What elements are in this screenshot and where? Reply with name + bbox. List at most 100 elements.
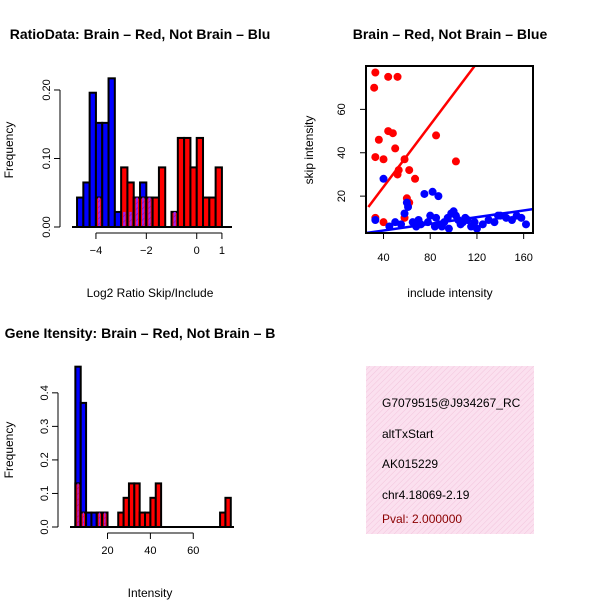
scatter-x-label: include intensity	[407, 286, 492, 300]
scatter-point-brain	[379, 155, 388, 164]
intensity-title: Gene Itensity: Brain – Red, Not Brain – …	[5, 325, 276, 341]
ratio-bar-overlap	[97, 197, 101, 227]
scatter-x-axis: 40 80 120 160	[377, 233, 533, 264]
ratio-bar-not-brain	[107, 77, 116, 229]
info-event-type: altTxStart	[382, 427, 434, 441]
int-y-tick-label: 0.2	[39, 452, 51, 467]
scatter-fit-lines	[365, 66, 533, 233]
scatter-point-not-brain	[472, 224, 481, 233]
scatter-y-axis: 20 40 60	[336, 103, 366, 202]
scatter-point-brain	[400, 155, 409, 164]
scatter-point-brain	[371, 153, 380, 162]
info-pval: Pval: 2.000000	[382, 512, 462, 526]
ratio-y-tick-label: 0.20	[41, 79, 53, 100]
int-x-tick-label: 40	[144, 545, 156, 557]
scatter-point-brain	[379, 218, 388, 227]
info-background	[366, 366, 534, 534]
ratio-bar-overlap	[142, 197, 145, 227]
ratio-bar-overlap	[129, 211, 132, 227]
scatter-point-not-brain	[478, 220, 487, 229]
intensity-bars	[74, 365, 232, 529]
ratio-bar-overlap	[173, 211, 176, 227]
scatter-point-not-brain	[371, 215, 380, 224]
ratio-x-label: Log2 Ratio Skip/Include	[87, 286, 214, 300]
intensity-y-label: Frequency	[2, 422, 16, 479]
intensity-x-axis: 20 40 60	[101, 532, 199, 557]
int-y-tick-label: 0.4	[39, 385, 51, 400]
scatter-point-not-brain	[404, 202, 413, 211]
intensity-histogram: Gene Itensity: Brain – Red, Not Brain – …	[2, 325, 275, 600]
int-bar-overlap	[104, 512, 106, 527]
ratio-bars	[76, 77, 223, 229]
ratio-x-tick-label: −2	[140, 245, 153, 257]
scatter-point-not-brain	[379, 174, 388, 183]
scatter-point-not-brain	[517, 213, 526, 222]
ratio-bar-overlap	[123, 211, 126, 227]
scatter-y-tick-label: 20	[336, 190, 348, 202]
scatter-point-brain	[388, 129, 397, 138]
scatter-frame	[365, 65, 534, 234]
info-gene-id: G7079515@J934267_RC	[382, 396, 521, 410]
int-bar-overlap	[82, 512, 85, 527]
ratio-bar-brain	[214, 166, 223, 229]
intensity-x-label: Intensity	[128, 586, 173, 600]
ratio-bar-overlap	[148, 197, 151, 227]
intensity-y-axis: 0.0 0.1 0.2 0.3 0.4	[39, 385, 59, 535]
ratio-histogram: RatioData: Brain – Red, Not Brain – Blu …	[2, 26, 270, 300]
scatter-point-brain	[432, 131, 441, 140]
scatter-title: Brain – Red, Not Brain – Blue	[353, 26, 548, 42]
info-location: chr4.18069-2.19	[382, 488, 470, 502]
ratio-x-axis: −4 −2 0 1	[90, 232, 225, 257]
scatter-point-not-brain	[444, 224, 453, 233]
int-x-tick-label: 60	[187, 545, 199, 557]
info-panel: G7079515@J934267_RC altTxStart AK015229 …	[366, 366, 534, 534]
scatter-point-not-brain	[420, 189, 429, 198]
ratio-x-tick-label: 0	[194, 245, 200, 257]
scatter-point-not-brain	[428, 187, 437, 196]
scatter-point-not-brain	[463, 215, 472, 224]
scatter-point-brain	[370, 83, 379, 92]
scatter-x-tick-label: 40	[377, 252, 389, 264]
scatter-point-not-brain	[412, 222, 421, 231]
scatter-point-not-brain	[397, 220, 406, 229]
ratio-x-tick-label: 1	[219, 245, 225, 257]
int-x-tick-label: 20	[101, 545, 113, 557]
scatter-point-not-brain	[400, 209, 409, 218]
scatter-point-brain	[451, 157, 460, 166]
int-bar-brain	[224, 496, 232, 529]
scatter-y-tick-label: 40	[336, 147, 348, 159]
ratio-bar-overlap	[135, 197, 139, 227]
ratio-y-axis: 0.00 0.10 0.20	[41, 79, 61, 238]
scatter-point-brain	[374, 135, 383, 144]
int-bar-overlap	[77, 483, 79, 527]
ratio-y-tick-label: 0.00	[41, 216, 53, 237]
scatter-x-tick-label: 80	[424, 252, 436, 264]
scatter-x-tick-label: 160	[514, 252, 532, 264]
scatter-point-brain	[384, 72, 393, 81]
scatter-point-brain	[393, 72, 402, 81]
scatter-points	[370, 68, 530, 233]
info-accession: AK015229	[382, 457, 438, 471]
ratio-title: RatioData: Brain – Red, Not Brain – Blu	[10, 26, 271, 42]
scatter-point-not-brain	[521, 220, 530, 229]
int-y-tick-label: 0.0	[39, 519, 51, 534]
scatter-point-brain	[391, 144, 400, 153]
scatter-point-not-brain	[490, 218, 499, 227]
ratio-bar-brain	[157, 166, 167, 229]
scatter-fit-brain	[367, 66, 476, 208]
int-y-tick-label: 0.1	[39, 486, 51, 501]
scatter-y-tick-label: 60	[336, 103, 348, 115]
scatter-point-brain	[405, 166, 414, 175]
scatter-point-not-brain	[423, 218, 432, 227]
scatter-point-not-brain	[434, 192, 443, 201]
ratio-y-label: Frequency	[2, 122, 16, 179]
ratio-y-tick-label: 0.10	[41, 148, 53, 169]
scatter-point-not-brain	[430, 222, 439, 231]
int-y-tick-label: 0.3	[39, 419, 51, 434]
scatter-point-brain	[411, 174, 420, 183]
scatter-plot: Brain – Red, Not Brain – Blue 40 80 120 160…	[302, 26, 547, 300]
scatter-point-not-brain	[385, 222, 394, 231]
scatter-x-tick-label: 120	[468, 252, 486, 264]
scatter-y-label: skip intensity	[302, 116, 316, 185]
